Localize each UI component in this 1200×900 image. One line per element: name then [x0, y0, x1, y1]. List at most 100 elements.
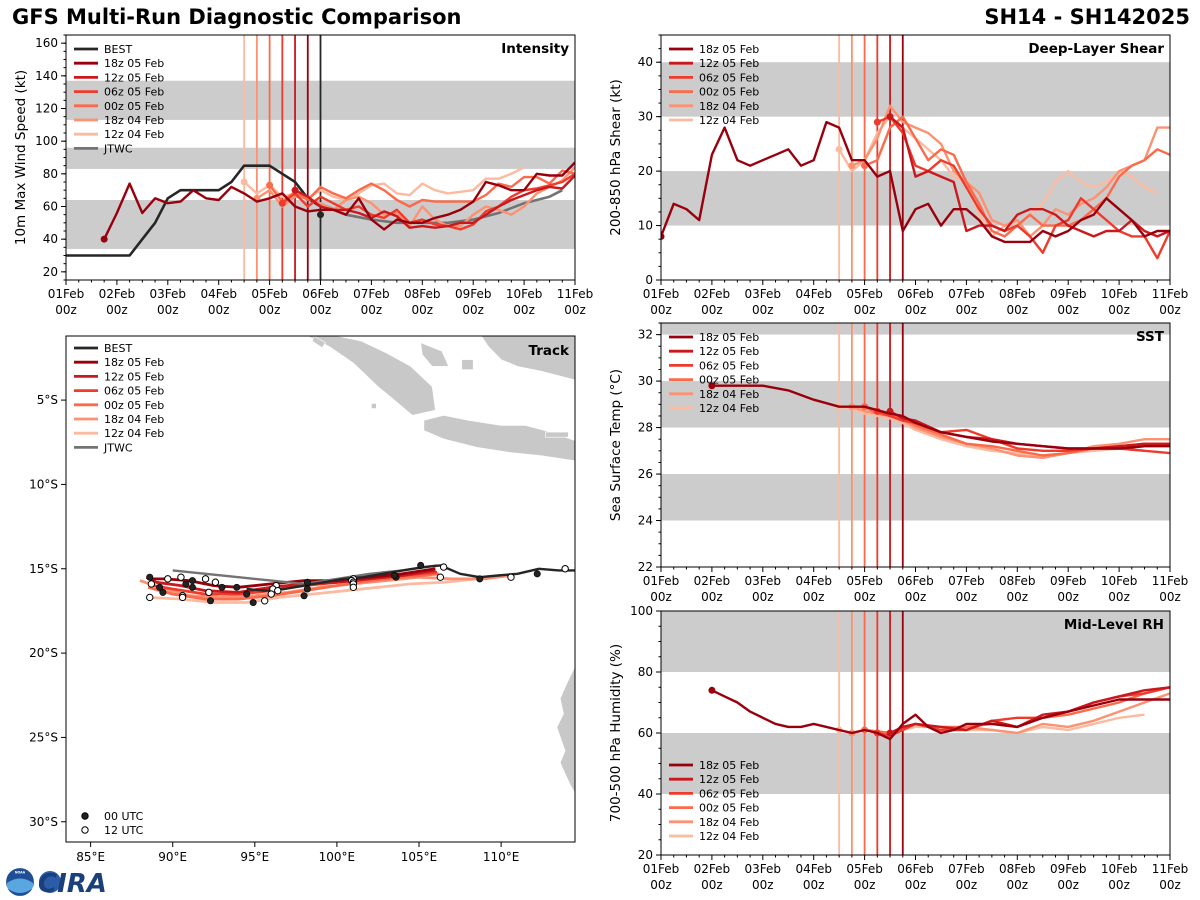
track-point-00utc — [390, 572, 398, 580]
panel-title: Deep-Layer Shear — [1028, 41, 1164, 57]
lon-tick-label: 105°E — [401, 850, 438, 864]
x-tick-sublabel: 00z — [1007, 878, 1029, 892]
lat-tick-label: 15°S — [29, 562, 58, 576]
track-point-12utc — [260, 597, 269, 605]
track-point-12utc — [147, 580, 156, 588]
panel-title: Track — [529, 343, 570, 359]
y-tick-label: 80 — [43, 167, 58, 181]
marker-legend-label: 00 UTC — [104, 810, 144, 823]
x-tick-sublabel: 00z — [752, 303, 774, 317]
series-start-marker — [708, 686, 716, 694]
legend-label: 12z 04 Feb — [699, 830, 759, 843]
x-tick-label: 07Feb — [948, 574, 985, 588]
legend-label: 06z 05 Feb — [699, 71, 759, 84]
track-point-12utc — [177, 573, 185, 581]
x-tick-sublabel: 00z — [1159, 303, 1181, 317]
x-tick-sublabel: 00z — [701, 303, 723, 317]
legend-label: 18z 05 Feb — [699, 759, 759, 772]
x-tick-sublabel: 00z — [803, 303, 825, 317]
y-tick-label: 20 — [638, 164, 653, 178]
x-tick-label: 06Feb — [302, 287, 339, 301]
y-tick-label: 40 — [638, 787, 653, 801]
x-tick-sublabel: 00z — [956, 590, 978, 604]
x-tick-label: 09Feb — [1050, 287, 1087, 301]
y-axis-label: 200-850 hPa Shear (kt) — [608, 79, 624, 236]
legend-label: 12z 04 Feb — [699, 402, 759, 415]
legend-label: 06z 05 Feb — [104, 385, 164, 398]
x-tick-sublabel: 00z — [1159, 590, 1181, 604]
legend-label: 06z 05 Feb — [699, 787, 759, 800]
x-tick-label: 01Feb — [48, 287, 85, 301]
threshold-band-0 — [661, 733, 1170, 794]
lon-tick-label: 100°E — [319, 850, 356, 864]
y-tick-label: 24 — [638, 514, 653, 528]
legend-label: 12z 04 Feb — [699, 114, 759, 127]
track-point-12utc — [146, 593, 154, 602]
series-line-12z-05-Feb — [889, 686, 1170, 735]
x-tick-sublabel: 00z — [803, 590, 825, 604]
track-point-12utc — [205, 588, 213, 597]
legend-label: 12z 04 Feb — [104, 128, 164, 141]
storm-id-title: SH14 - SH142025 — [984, 5, 1190, 29]
marker-legend-label: 12 UTC — [104, 824, 144, 837]
track-point-12utc — [436, 573, 445, 581]
track-line-00z-05-Feb — [147, 572, 439, 601]
x-tick-label: 10Feb — [1101, 862, 1138, 876]
series-line-12z-04-Feb — [243, 166, 525, 202]
track-point-00utc — [303, 585, 311, 593]
threshold-band-1 — [661, 62, 1170, 117]
map-area — [139, 336, 575, 794]
x-tick-sublabel: 00z — [55, 303, 77, 317]
track-point-12utc — [267, 590, 275, 598]
rh-panel: 01Feb 00z 02Feb 00z 03Feb 00z 04Feb 00z 05Feb 00z… — [608, 604, 1188, 892]
track-line-BEST — [246, 564, 575, 592]
track-point-00utc — [146, 573, 154, 581]
y-tick-label: 30 — [638, 110, 653, 124]
x-tick-sublabel: 00z — [905, 303, 927, 317]
lon-tick-label: 95°E — [240, 850, 269, 864]
legend-label: JTWC — [103, 142, 133, 155]
track-point-00utc — [243, 590, 251, 598]
x-tick-sublabel: 00z — [650, 303, 672, 317]
x-tick-sublabel: 00z — [956, 878, 978, 892]
track-point-00utc — [249, 598, 257, 606]
belitung-land — [461, 359, 474, 371]
x-tick-sublabel: 00z — [650, 590, 672, 604]
series-start-marker — [873, 118, 881, 126]
y-tick-label: 140 — [35, 69, 58, 83]
x-tick-sublabel: 00z — [462, 303, 484, 317]
x-tick-sublabel: 00z — [701, 590, 723, 604]
y-tick-label: 40 — [638, 55, 653, 69]
x-tick-sublabel: 00z — [701, 878, 723, 892]
x-tick-sublabel: 00z — [1007, 590, 1029, 604]
legend-label: 18z 05 Feb — [699, 331, 759, 344]
intensity-panel: 01Feb 00z 02Feb 00z 03Feb 00z 04Feb 00z 05Feb 00z… — [13, 34, 593, 317]
x-tick-sublabel: 00z — [752, 590, 774, 604]
x-tick-label: 09Feb — [1050, 574, 1087, 588]
y-tick-label: 32 — [638, 328, 653, 342]
x-tick-label: 02Feb — [694, 287, 731, 301]
series-start-marker — [848, 162, 856, 170]
shear-panel: 01Feb 00z 02Feb 00z 03Feb 00z 04Feb 00z 05Feb 00z… — [608, 34, 1188, 317]
x-tick-label: 04Feb — [795, 862, 832, 876]
x-tick-label: 10Feb — [506, 287, 543, 301]
y-tick-label: 20 — [638, 848, 653, 862]
legend-label: 12z 05 Feb — [699, 773, 759, 786]
x-tick-label: 10Feb — [1101, 287, 1138, 301]
track-point-00utc — [156, 583, 164, 591]
x-tick-label: 02Feb — [694, 574, 731, 588]
series-line-06z-05-Feb — [876, 115, 1170, 260]
legend-label: 06z 05 Feb — [699, 359, 759, 372]
x-tick-sublabel: 00z — [259, 303, 281, 317]
legend-label: 12z 05 Feb — [699, 57, 759, 70]
legend-label: 18z 04 Feb — [699, 388, 759, 401]
series-start-marker — [278, 199, 286, 207]
legend-marker-00utc — [81, 812, 89, 820]
x-tick-label: 09Feb — [455, 287, 492, 301]
y-tick-label: 80 — [638, 665, 653, 679]
x-tick-sublabel: 00z — [854, 303, 876, 317]
x-tick-label: 06Feb — [897, 287, 934, 301]
series-start-marker — [886, 113, 894, 121]
y-tick-label: 30 — [638, 374, 653, 388]
x-tick-sublabel: 00z — [905, 878, 927, 892]
